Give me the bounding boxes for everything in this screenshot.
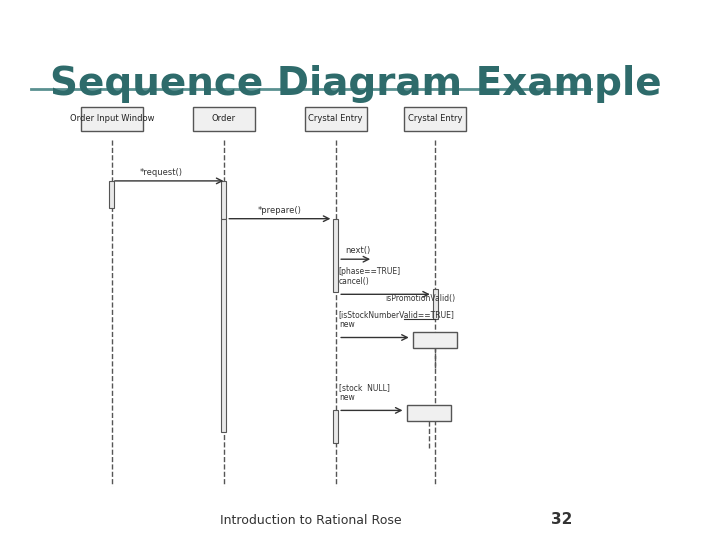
Text: Introduction to Rational Rose: Introduction to Rational Rose (220, 514, 402, 526)
Text: Order Input Window: Order Input Window (70, 114, 154, 123)
Bar (408, 405, 451, 421)
Bar (333, 219, 338, 292)
Bar (404, 106, 467, 131)
Bar (333, 410, 338, 443)
Text: Delivery: Delivery (411, 409, 446, 417)
Text: [phase==TRUE]
cancel(): [phase==TRUE] cancel() (339, 267, 401, 286)
Text: Reorder: Reorder (418, 336, 452, 345)
Text: next(): next() (345, 246, 370, 255)
Bar (305, 106, 366, 131)
Bar (221, 219, 226, 432)
Bar (193, 106, 255, 131)
Text: Crystal Entry: Crystal Entry (408, 114, 462, 123)
Text: [isStockNumberValid==TRUE]
new: [isStockNumberValid==TRUE] new (339, 310, 455, 329)
Bar (413, 332, 457, 348)
Bar (433, 289, 438, 319)
Text: [stock  NULL]
new: [stock NULL] new (339, 383, 390, 402)
Text: Order: Order (212, 114, 236, 123)
Bar (109, 181, 114, 208)
Text: Sequence Diagram Example: Sequence Diagram Example (50, 65, 662, 103)
Text: *prepare(): *prepare() (258, 206, 302, 215)
Bar (221, 181, 226, 219)
Text: isPromotionValid(): isPromotionValid() (385, 294, 456, 303)
Text: 32: 32 (551, 511, 572, 526)
Text: *request(): *request() (140, 168, 183, 177)
Bar (81, 106, 143, 131)
Text: Crystal Entry: Crystal Entry (308, 114, 363, 123)
